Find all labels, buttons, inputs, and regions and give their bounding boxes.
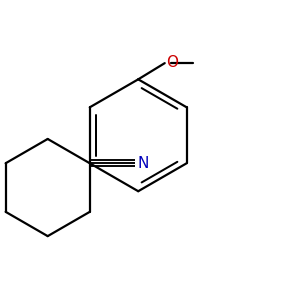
Text: O: O [166,55,178,70]
Text: N: N [138,156,149,171]
